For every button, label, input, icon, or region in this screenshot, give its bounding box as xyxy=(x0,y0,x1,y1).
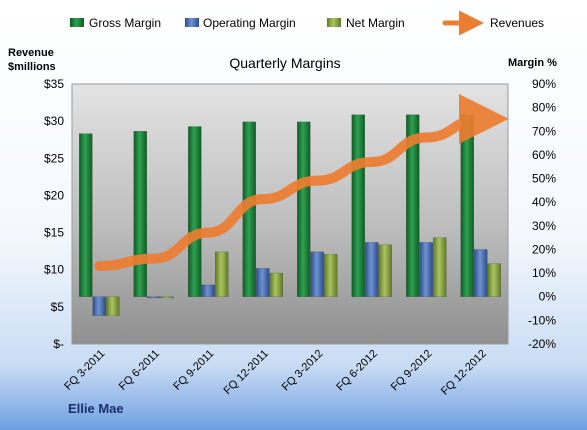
legend-swatch-gross-margin xyxy=(70,18,84,27)
y-right-tick-label: 10% xyxy=(532,266,556,280)
y-left-tick-label: $30 xyxy=(44,114,64,128)
y-left-tick-label: $10 xyxy=(44,263,64,277)
bar-operating-margin xyxy=(147,296,161,299)
bar-operating-margin xyxy=(256,268,270,297)
bar-net-margin xyxy=(487,263,501,297)
x-tick-label: FQ 6-2011 xyxy=(117,348,162,393)
y-right-tick-label: 90% xyxy=(532,77,556,91)
bar-gross-margin xyxy=(79,133,93,297)
y-right-ticks: -20% -10% 0% 10% 20% 30% 40% 50% 60% 70% 80% 90% xyxy=(528,77,556,351)
y-right-tick-label: -10% xyxy=(528,313,556,327)
bar-gross-margin xyxy=(133,131,147,297)
revenue-line-layer xyxy=(94,93,509,271)
bar-gross-margin xyxy=(460,114,474,297)
y-left-ticks: $- $5 $10 $15 $20 $25 $30 $35 xyxy=(44,77,64,351)
y-right-tick-label: 60% xyxy=(532,148,556,162)
legend-swatch-operating-margin xyxy=(185,18,199,27)
x-tick-label: FQ 3-2012 xyxy=(280,348,326,394)
legend-label-revenues: Revenues xyxy=(490,16,544,30)
bar-operating-margin xyxy=(365,242,379,297)
y-right-tick-label: 30% xyxy=(532,219,556,233)
y-right-tick-label: 20% xyxy=(532,242,556,256)
bar-net-margin xyxy=(378,244,392,297)
x-tick-label: FQ 6-2012 xyxy=(334,348,380,394)
legend-label-gross-margin: Gross Margin xyxy=(89,16,161,30)
bar-operating-margin xyxy=(201,284,215,297)
x-tick-label: FQ 12-2011 xyxy=(222,348,271,397)
y-right-tick-label: -20% xyxy=(528,337,556,351)
y-right-tick-label: 80% xyxy=(532,101,556,115)
bar-gross-margin xyxy=(297,121,311,297)
y-right-title: Margin % xyxy=(508,57,557,69)
legend-label-net-margin: Net Margin xyxy=(346,16,405,30)
company-label: Ellie Mae xyxy=(68,401,124,416)
bar-net-margin xyxy=(106,296,120,316)
bar-operating-margin xyxy=(474,249,488,297)
bar-gross-margin xyxy=(188,126,202,297)
bar-net-margin xyxy=(433,237,447,297)
x-tick-label: FQ 9-2012 xyxy=(389,348,435,394)
x-tick-label: FQ 12-2012 xyxy=(439,348,489,398)
bar-operating-margin xyxy=(92,296,106,316)
bar-net-margin xyxy=(324,253,338,297)
legend: Gross Margin Operating Margin Net Margin… xyxy=(70,10,544,36)
bar-net-margin xyxy=(160,296,174,299)
bar-operating-margin xyxy=(419,242,433,297)
y-right-tick-label: 40% xyxy=(532,195,556,209)
y-left-title-line2: $millions xyxy=(8,61,56,73)
x-ticks: FQ 3-2011 FQ 6-2011 FQ 9-2011 FQ 12-2011 FQ … xyxy=(62,348,489,398)
y-left-tick-label: $35 xyxy=(44,77,64,91)
y-left-tick-label: $15 xyxy=(44,226,64,240)
y-left-tick-label: $25 xyxy=(44,151,64,165)
y-right-tick-label: 50% xyxy=(532,172,556,186)
legend-label-operating-margin: Operating Margin xyxy=(203,16,296,30)
y-left-tick-label: $- xyxy=(53,337,64,351)
revenue-line xyxy=(94,93,509,271)
bar-net-margin xyxy=(269,272,283,297)
y-right-tick-label: 0% xyxy=(539,290,557,304)
chart-title: Quarterly Margins xyxy=(229,55,340,71)
legend-swatch-net-margin xyxy=(327,18,341,27)
y-left-title-line1: Revenue xyxy=(8,47,54,59)
bar-operating-margin xyxy=(310,251,324,297)
bar-gross-margin xyxy=(351,114,365,297)
y-left-tick-label: $20 xyxy=(44,188,64,202)
y-left-tick-label: $5 xyxy=(51,300,65,314)
bar-gross-margin xyxy=(406,114,420,297)
y-right-tick-label: 70% xyxy=(532,124,556,138)
x-tick-label: FQ 3-2011 xyxy=(62,348,107,393)
bar-net-margin xyxy=(215,251,229,297)
x-tick-label: FQ 9-2011 xyxy=(171,348,216,393)
